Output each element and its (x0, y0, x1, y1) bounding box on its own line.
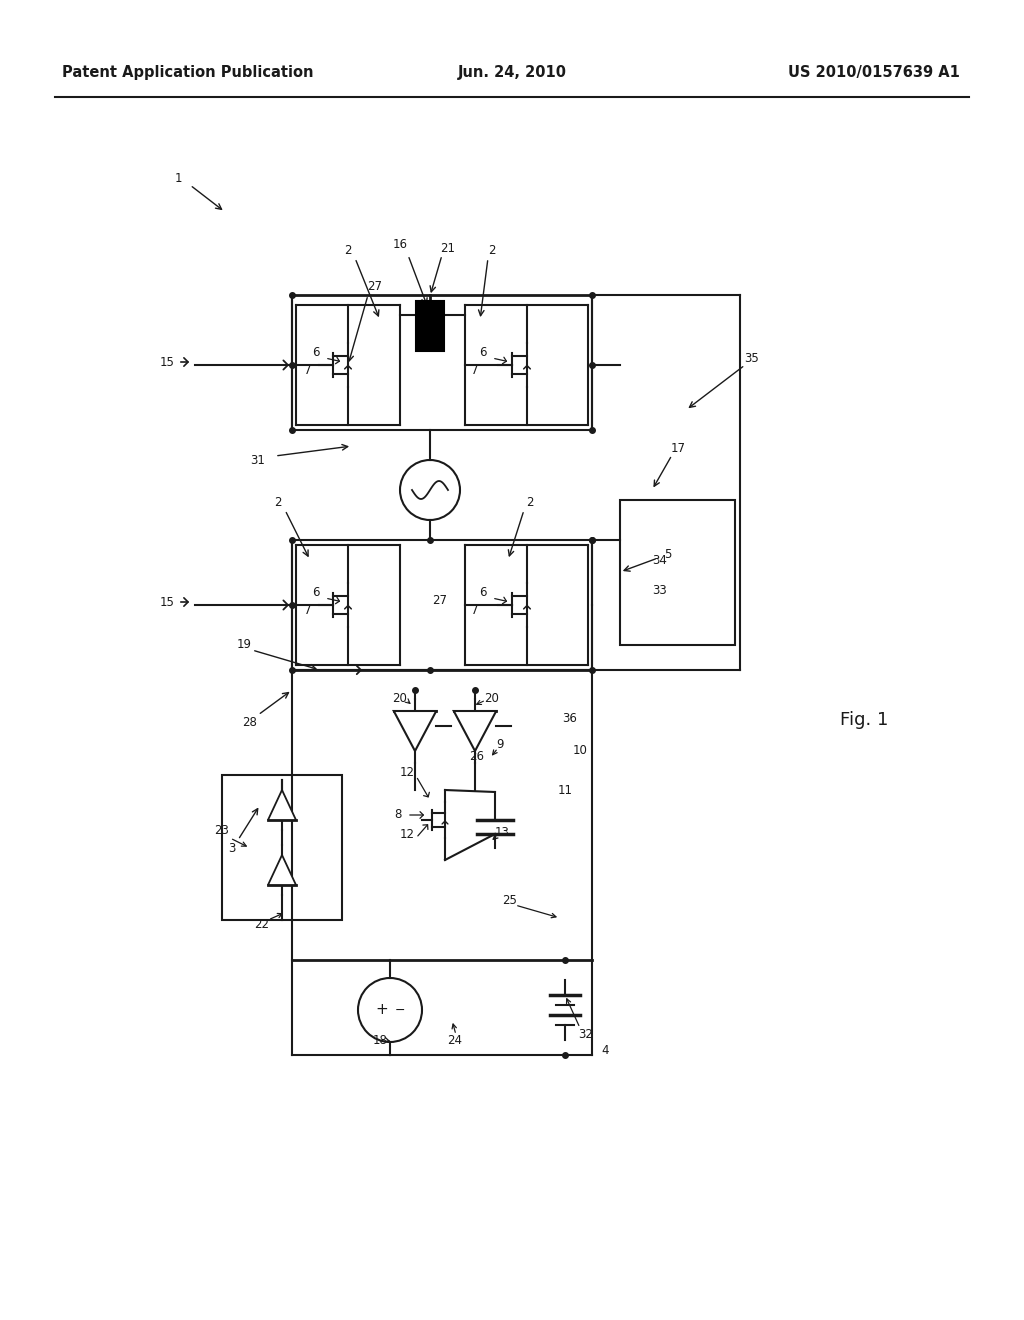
Bar (620, 500, 735, 645)
Polygon shape (268, 789, 296, 820)
Text: 6: 6 (312, 346, 319, 359)
Text: 17: 17 (671, 441, 685, 454)
Text: 6: 6 (479, 346, 486, 359)
Text: 20: 20 (392, 692, 408, 705)
Text: 22: 22 (255, 919, 269, 932)
Text: 24: 24 (447, 1034, 463, 1047)
Text: 2: 2 (344, 243, 352, 256)
Text: Patent Application Publication: Patent Application Publication (62, 65, 313, 79)
Text: 2: 2 (526, 496, 534, 510)
Bar (222, 775, 342, 920)
Text: 33: 33 (652, 583, 668, 597)
Text: 20: 20 (484, 692, 500, 705)
Text: 12: 12 (399, 829, 415, 842)
Text: 3: 3 (228, 842, 236, 854)
Text: 21: 21 (440, 242, 456, 255)
Text: 16: 16 (392, 239, 408, 252)
Text: 4: 4 (601, 1044, 608, 1056)
Text: 27: 27 (368, 281, 383, 293)
Text: 13: 13 (495, 825, 509, 838)
Text: US 2010/0157639 A1: US 2010/0157639 A1 (788, 65, 961, 79)
Text: 7: 7 (304, 363, 311, 376)
Text: 31: 31 (251, 454, 265, 466)
Text: 7: 7 (304, 603, 311, 616)
Text: 6: 6 (312, 586, 319, 599)
Text: 28: 28 (243, 715, 257, 729)
Text: 6: 6 (479, 586, 486, 599)
Text: 26: 26 (469, 750, 484, 763)
Text: Fig. 1: Fig. 1 (840, 711, 889, 729)
Polygon shape (268, 855, 296, 884)
Text: 32: 32 (579, 1028, 594, 1041)
Text: 1: 1 (174, 172, 181, 185)
Text: 2: 2 (274, 496, 282, 510)
Text: 10: 10 (572, 743, 588, 756)
Text: 5: 5 (665, 548, 672, 561)
Text: 11: 11 (557, 784, 572, 796)
Text: 23: 23 (215, 824, 229, 837)
Text: Jun. 24, 2010: Jun. 24, 2010 (458, 65, 566, 79)
Text: 9: 9 (497, 738, 504, 751)
Text: 25: 25 (503, 894, 517, 907)
Text: 15: 15 (160, 355, 175, 368)
Bar (416, 301, 444, 351)
Text: −: − (394, 1003, 406, 1016)
Text: +: + (376, 1002, 388, 1018)
Text: 36: 36 (562, 711, 578, 725)
Text: 19: 19 (237, 638, 252, 651)
Text: 34: 34 (652, 553, 668, 566)
Text: 27: 27 (432, 594, 447, 606)
Text: 2: 2 (488, 243, 496, 256)
Polygon shape (454, 711, 497, 751)
Text: 35: 35 (744, 351, 760, 364)
Text: 8: 8 (394, 808, 401, 821)
Text: 12: 12 (399, 767, 415, 780)
Text: 7: 7 (471, 363, 479, 376)
Text: 18: 18 (373, 1034, 387, 1047)
Text: 7: 7 (471, 603, 479, 616)
Text: 15: 15 (160, 595, 175, 609)
Polygon shape (394, 711, 436, 751)
